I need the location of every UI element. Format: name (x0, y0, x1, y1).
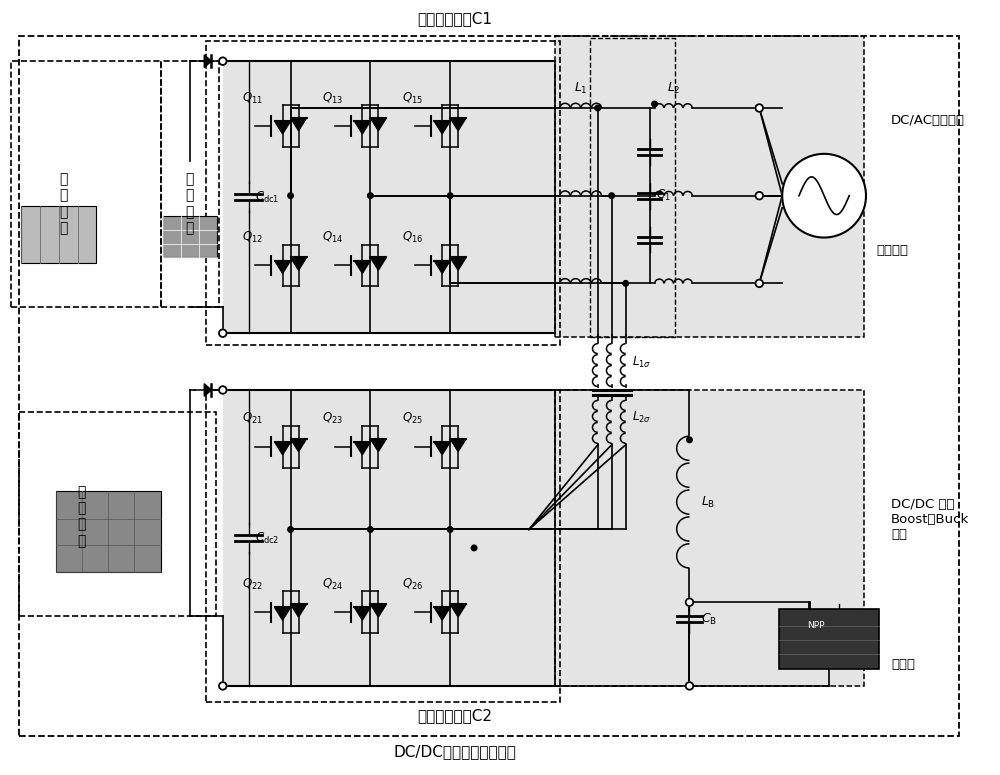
Circle shape (288, 527, 293, 532)
Text: 超
级
电
容: 超 级 电 容 (59, 172, 67, 235)
Polygon shape (275, 260, 291, 274)
Polygon shape (434, 260, 450, 274)
Polygon shape (450, 439, 466, 452)
Text: NPP: NPP (807, 622, 825, 630)
Text: $Q_{13}$: $Q_{13}$ (322, 91, 343, 105)
Polygon shape (204, 384, 211, 396)
Bar (555, 36, 864, 337)
Circle shape (447, 527, 453, 532)
Circle shape (288, 193, 293, 198)
Circle shape (447, 193, 453, 198)
Bar (223, 390, 554, 686)
Polygon shape (275, 442, 291, 455)
Polygon shape (291, 604, 307, 617)
Circle shape (686, 682, 693, 690)
Circle shape (219, 57, 227, 65)
Text: $Q_{15}$: $Q_{15}$ (402, 91, 423, 105)
Text: 蓄电池: 蓄电池 (891, 657, 915, 670)
Text: $Q_{26}$: $Q_{26}$ (402, 577, 423, 592)
Text: $Q_{16}$: $Q_{16}$ (402, 230, 423, 245)
Circle shape (687, 437, 692, 443)
Polygon shape (434, 442, 450, 455)
Text: $Q_{24}$: $Q_{24}$ (322, 577, 343, 592)
Polygon shape (291, 439, 307, 452)
Text: 光
伏
阵
列: 光 伏 阵 列 (186, 172, 194, 235)
Polygon shape (434, 608, 450, 620)
Text: 交流电网: 交流电网 (876, 244, 908, 257)
Polygon shape (370, 439, 386, 452)
Circle shape (219, 682, 227, 690)
Bar (56, 491, 161, 572)
Polygon shape (450, 257, 466, 270)
Bar (779, 609, 879, 669)
Text: $Q_{12}$: $Q_{12}$ (242, 230, 263, 245)
Circle shape (471, 545, 477, 551)
Polygon shape (354, 260, 370, 274)
Text: $Q_{25}$: $Q_{25}$ (402, 412, 423, 426)
Circle shape (623, 281, 628, 286)
Text: $L_{2\sigma}$: $L_{2\sigma}$ (632, 410, 651, 425)
Text: $C_{\mathrm{dc2}}$: $C_{\mathrm{dc2}}$ (255, 530, 279, 546)
Polygon shape (370, 118, 386, 131)
Circle shape (755, 104, 763, 112)
Polygon shape (370, 257, 386, 270)
Polygon shape (275, 608, 291, 620)
Polygon shape (450, 604, 466, 617)
Polygon shape (370, 604, 386, 617)
Polygon shape (291, 118, 307, 131)
Polygon shape (354, 121, 370, 134)
Circle shape (595, 105, 601, 111)
Polygon shape (354, 608, 370, 620)
Text: 光
伏
阵
列: 光 伏 阵 列 (77, 485, 85, 548)
Text: $Q_{22}$: $Q_{22}$ (242, 577, 263, 592)
Text: $Q_{11}$: $Q_{11}$ (242, 91, 263, 105)
Circle shape (219, 329, 227, 337)
Circle shape (755, 192, 763, 199)
Bar (163, 215, 217, 257)
Polygon shape (450, 118, 466, 131)
Text: $C_{\mathrm{dc1}}$: $C_{\mathrm{dc1}}$ (255, 190, 279, 205)
Text: $L_{\mathrm{B}}$: $L_{\mathrm{B}}$ (701, 494, 716, 510)
Text: DC/DC三相双有源桥变换: DC/DC三相双有源桥变换 (394, 744, 517, 760)
Circle shape (782, 154, 866, 238)
Circle shape (609, 193, 614, 198)
Circle shape (368, 193, 373, 198)
Text: $L_2$: $L_2$ (667, 81, 680, 96)
Bar (555, 390, 864, 686)
Polygon shape (354, 442, 370, 455)
Circle shape (686, 598, 693, 606)
Circle shape (755, 280, 763, 288)
Polygon shape (275, 121, 291, 134)
Circle shape (652, 102, 657, 107)
Text: DC/DC 双向
Boost与Buck
变换: DC/DC 双向 Boost与Buck 变换 (891, 498, 969, 541)
Text: DC/AC三相逆变: DC/AC三相逆变 (891, 115, 965, 127)
Polygon shape (204, 55, 211, 67)
Circle shape (368, 527, 373, 532)
Text: $C_{\mathrm{B}}$: $C_{\mathrm{B}}$ (701, 611, 718, 627)
Polygon shape (434, 121, 450, 134)
Text: $Q_{23}$: $Q_{23}$ (322, 412, 343, 426)
Text: $L_1$: $L_1$ (574, 81, 588, 96)
Bar (21, 205, 96, 264)
Polygon shape (291, 257, 307, 270)
Text: 三相桥式电路C2: 三相桥式电路C2 (418, 708, 493, 723)
Text: $L_{1\sigma}$: $L_{1\sigma}$ (632, 355, 651, 370)
Text: $C_1$: $C_1$ (656, 188, 670, 203)
Text: 三相桥式电路C1: 三相桥式电路C1 (418, 11, 493, 26)
Text: $Q_{21}$: $Q_{21}$ (242, 412, 263, 426)
Bar (223, 61, 554, 333)
Text: $Q_{14}$: $Q_{14}$ (322, 230, 343, 245)
Circle shape (219, 386, 227, 394)
